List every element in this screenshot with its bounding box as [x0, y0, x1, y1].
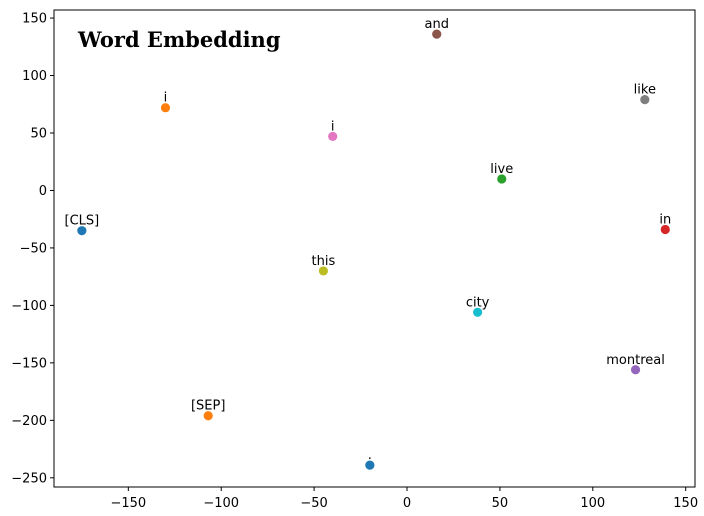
x-tick-label: −150: [110, 496, 146, 511]
data-point: [497, 174, 507, 184]
x-tick-label: 150: [673, 496, 698, 511]
data-point-label: in: [659, 213, 671, 228]
data-point-label: this: [312, 254, 336, 269]
y-tick-label: 50: [30, 126, 47, 141]
x-tick-label: 100: [580, 496, 605, 511]
point-labels: [CLS] i and i like live in this city montreal [SEP…: [65, 17, 672, 463]
data-point: [203, 411, 213, 421]
data-point: [160, 103, 171, 113]
data-points: [77, 29, 670, 470]
data-point: [328, 131, 338, 142]
data-point-label: [SEP]: [191, 399, 225, 414]
chart-title: Word Embedding: [77, 27, 281, 52]
y-tick-label: −100: [11, 299, 47, 314]
data-point: [318, 266, 329, 276]
data-point: [77, 226, 87, 236]
data-point: [640, 95, 650, 105]
data-point-label: and: [425, 17, 449, 32]
data-point: [473, 307, 483, 317]
data-point-label: i: [164, 91, 168, 106]
data-point: [365, 460, 375, 470]
data-point: [432, 29, 442, 39]
data-point-label: i: [331, 119, 335, 134]
plot-area: [53, 9, 696, 488]
y-tick-label: 100: [22, 69, 47, 84]
x-axis: −150 −100 −50 0 50 100 150: [110, 487, 698, 511]
x-tick-label: −100: [203, 496, 239, 511]
data-point: [630, 365, 641, 375]
data-point-label: city: [466, 295, 490, 310]
x-tick-label: −50: [300, 496, 327, 511]
y-tick-label: −150: [11, 356, 47, 371]
x-tick-label: 50: [492, 496, 509, 511]
data-point-label: live: [490, 162, 513, 177]
x-tick-label: 0: [403, 496, 411, 511]
data-point: [660, 224, 670, 235]
y-axis: −250 −200 −150 −100 −50 0 50 100 150: [11, 12, 54, 486]
data-point-label: .: [368, 448, 372, 463]
y-tick-label: −250: [11, 471, 47, 486]
y-tick-label: 150: [22, 12, 47, 27]
y-tick-label: 0: [39, 184, 47, 199]
data-point-label: like: [634, 83, 656, 98]
y-tick-label: −200: [11, 414, 47, 429]
data-point-label: montreal: [606, 353, 665, 368]
y-tick-label: −50: [20, 241, 47, 256]
data-point-label: [CLS]: [65, 214, 100, 229]
